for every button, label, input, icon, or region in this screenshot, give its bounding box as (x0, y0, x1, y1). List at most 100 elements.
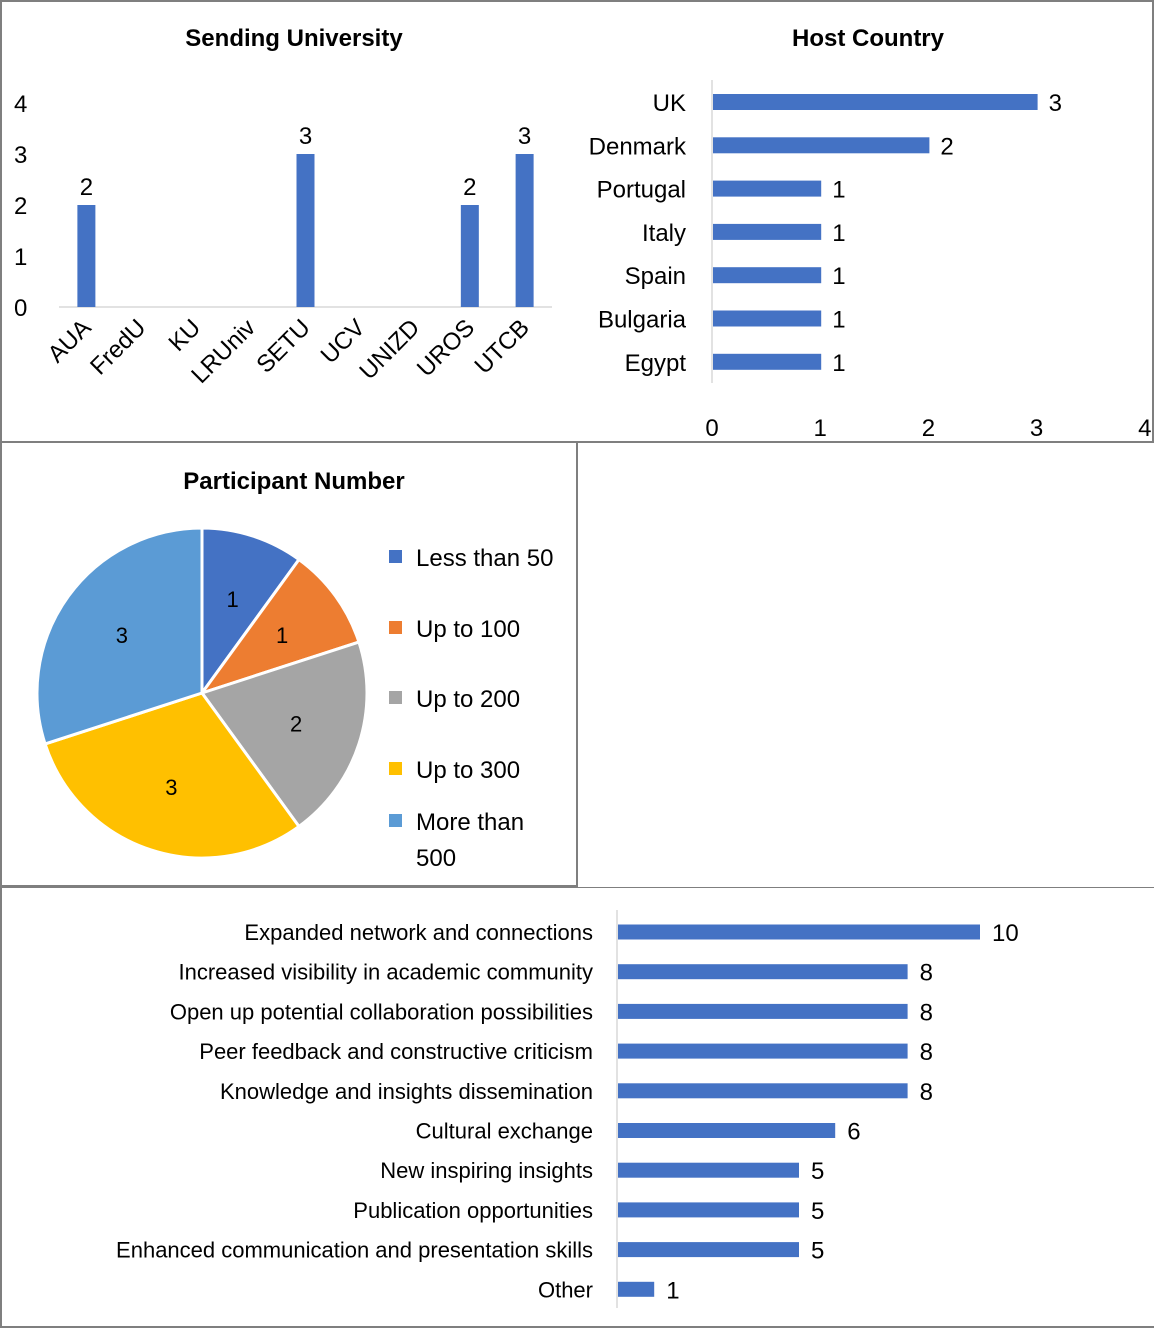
bar-publication-opportunities (618, 1202, 799, 1218)
bar-other (618, 1281, 655, 1297)
x-tick-label: 2 (922, 415, 935, 442)
data-label-bulgaria: 1 (832, 307, 845, 334)
chart-title: Host Country (792, 25, 945, 52)
legend-label-up-to-300: Up to 300 (416, 757, 520, 784)
data-label-expanded-network-and-connections: 10 (992, 920, 1019, 947)
data-label-new-inspiring-insights: 5 (811, 1158, 824, 1185)
x-tick-label-setu: SETU (251, 314, 315, 378)
bar-knowledge-and-insights-dissemination (618, 1083, 908, 1099)
y-tick-label: 0 (14, 295, 27, 322)
y-tick-label: 1 (14, 244, 27, 271)
data-label-egypt: 1 (832, 350, 845, 377)
benefits-chart: Expanded network and connections 10 Increa… (0, 887, 1154, 1328)
data-label-open-up-potential-collaboration-possibilities: 8 (920, 999, 933, 1026)
legend-swatch-up-to-300 (389, 762, 402, 775)
pie-slice-up-to-100 (198, 557, 361, 696)
y-tick-label-bulgaria: Bulgaria (598, 307, 687, 334)
y-tick-label-publication-opportunities: Publication opportunities (353, 1198, 593, 1223)
y-tick-label-new-inspiring-insights: New inspiring insights (380, 1158, 593, 1183)
participant-number-svg: Participant Number 1 1 2 3 3 Less than 50 Up t… (35, 468, 553, 872)
y-tick-label: 3 (14, 142, 27, 169)
y-tick-label-denmark: Denmark (589, 133, 687, 160)
x-tick-label-uros: UROS (412, 314, 480, 382)
bar-peer-feedback-and-constructive-criticism (618, 1043, 908, 1059)
bar-uk (713, 94, 1038, 110)
x-tick-label-fredu: FredU (85, 314, 151, 380)
pie-data-label-up-to-100: 1 (276, 623, 288, 648)
benefits-svg: Expanded network and connections 10 Increa… (116, 910, 1019, 1308)
y-tick-label: 4 (14, 91, 27, 118)
data-label-uros: 2 (463, 174, 476, 201)
data-label-spain: 1 (832, 263, 845, 290)
data-label-utcb: 3 (518, 123, 531, 150)
pie-slice-up-to-300 (43, 691, 302, 860)
host-country-svg: Host Country UK 3 Denmark 2 Portugal 1 Italy 1 S… (589, 25, 1152, 442)
y-tick-label-increased-visibility-in-academic-community: Increased visibility in academic communi… (179, 960, 594, 985)
y-tick-label-expanded-network-and-connections: Expanded network and connections (244, 920, 593, 945)
pie-slice-up-to-200 (199, 640, 369, 829)
pie-slice-less-than-50 (200, 526, 302, 698)
bar-expanded-network-and-connections (618, 924, 980, 940)
legend-label-more-than-500: More than 500 (416, 809, 524, 872)
pie-data-label-up-to-300: 3 (165, 775, 177, 800)
data-label-knowledge-and-insights-dissemination: 8 (920, 1079, 933, 1106)
x-tick-label-utcb: UTCB (470, 314, 535, 379)
chart-title: Participant Number (183, 468, 404, 495)
bar-italy (713, 223, 822, 240)
host-country-chart: Host Country UK 3 Denmark 2 Portugal 1 Italy 1 S… (576, 0, 1154, 443)
bar-spain (713, 267, 822, 284)
y-tick-label-enhanced-communication-and-presentation-skills: Enhanced communication and presentation … (116, 1238, 593, 1263)
bar-open-up-potential-collaboration-possibilities (618, 1003, 908, 1019)
legend-label-up-to-200: Up to 200 (416, 686, 520, 713)
data-label-other: 1 (666, 1277, 679, 1304)
data-label-publication-opportunities: 5 (811, 1198, 824, 1225)
data-label-portugal: 1 (832, 177, 845, 204)
bar-uros (460, 205, 479, 307)
bar-utcb (515, 154, 534, 307)
bar-setu (296, 154, 315, 307)
chart-title: Sending University (185, 25, 403, 52)
data-label-aua: 2 (80, 174, 93, 201)
pie-data-label-up-to-200: 2 (290, 712, 302, 737)
pie-data-label-more-than-500: 3 (116, 623, 128, 648)
bar-new-inspiring-insights (618, 1162, 799, 1178)
legend-swatch-up-to-100 (389, 621, 402, 634)
bar-egypt (713, 353, 822, 370)
participant-number-chart: Participant Number 1 1 2 3 3 Less than 50 Up t… (0, 443, 578, 887)
data-label-cultural-exchange: 6 (847, 1119, 860, 1146)
legend-swatch-less-than-50 (389, 550, 402, 563)
data-label-increased-visibility-in-academic-community: 8 (920, 960, 933, 987)
legend-swatch-up-to-200 (389, 691, 402, 704)
y-tick-label-knowledge-and-insights-dissemination: Knowledge and insights dissemination (220, 1079, 593, 1104)
x-tick-label-ku: KU (164, 314, 207, 357)
bar-cultural-exchange (618, 1123, 836, 1138)
data-label-setu: 3 (299, 123, 312, 150)
y-tick-label-cultural-exchange: Cultural exchange (416, 1119, 593, 1144)
data-label-denmark: 2 (940, 133, 953, 160)
y-tick-label: 2 (14, 193, 27, 220)
bar-bulgaria (713, 310, 822, 327)
legend-label-up-to-100: Up to 100 (416, 616, 520, 643)
legend-swatch-more-than-500 (389, 814, 402, 827)
bar-portugal (713, 180, 822, 197)
x-tick-label: 3 (1030, 415, 1043, 442)
y-tick-label-uk: UK (653, 90, 686, 117)
legend-label-less-than-50: Less than 50 (416, 545, 553, 572)
bar-denmark (713, 137, 930, 154)
data-label-uk: 3 (1049, 90, 1062, 117)
x-tick-label-unizd: UNIZD (354, 314, 425, 385)
x-tick-label: 0 (705, 415, 718, 442)
data-label-peer-feedback-and-constructive-criticism: 8 (920, 1039, 933, 1066)
x-tick-label: 1 (814, 415, 827, 442)
pie-data-label-less-than-50: 1 (226, 587, 238, 612)
data-label-enhanced-communication-and-presentation-skills: 5 (811, 1238, 824, 1265)
y-tick-label-other: Other (538, 1277, 593, 1302)
y-tick-label-peer-feedback-and-constructive-criticism: Peer feedback and constructive criticism (199, 1039, 593, 1064)
sending-university-chart: Sending University 0 1 2 3 4 2 AUA FredU KU LRUni… (0, 0, 578, 443)
bar-increased-visibility-in-academic-community (618, 964, 908, 980)
y-tick-label-italy: Italy (642, 220, 686, 247)
y-tick-label-spain: Spain (625, 263, 686, 290)
data-label-italy: 1 (832, 220, 845, 247)
y-tick-label-open-up-potential-collaboration-possibilities: Open up potential collaboration possibil… (170, 999, 593, 1024)
